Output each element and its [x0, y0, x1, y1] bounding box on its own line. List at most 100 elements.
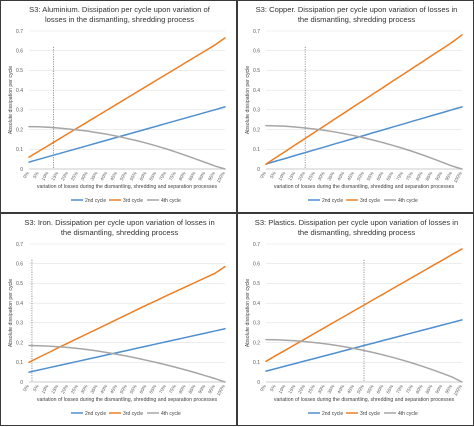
x-tick-label: 95%	[444, 171, 453, 181]
x-tick-label: 15%	[50, 171, 59, 181]
x-tick-label: 25%	[70, 384, 79, 394]
x-tick-label: 25%	[307, 171, 316, 181]
x-axis-title: variation of losses during the dismantli…	[37, 184, 218, 190]
y-tick-label: 0.5	[16, 281, 23, 287]
x-tick-label: 0%	[259, 171, 267, 179]
x-axis-title: variation of losses during the dismantli…	[274, 184, 455, 190]
y-axis-title: Absolute dissipation per cycle	[8, 66, 14, 134]
x-tick-label: 15%	[50, 384, 59, 394]
x-tick-label: 0%	[259, 384, 267, 392]
y-tick-label: 0	[20, 380, 23, 386]
chart-svg-aluminium: 0 0.1 0.2 0.3 0.4 0.5 0.6 0.7 0% 5% 10% 15% 20% 25% 30…	[8, 29, 226, 204]
y-tick-label: 0.7	[16, 242, 23, 248]
x-tick-label: 30%	[317, 171, 326, 181]
x-tick-label: 40%	[99, 171, 108, 181]
x-tick-label: 60%	[139, 171, 148, 181]
x-tick-label: 85%	[188, 384, 197, 394]
y-tick-label: 0.6	[16, 49, 23, 55]
y-tick-label: 0	[20, 167, 23, 173]
series-line-3rd	[265, 34, 463, 165]
x-tick-label: 50%	[356, 384, 365, 394]
y-tick-label: 0.1	[253, 360, 260, 366]
x-tick-label: 45%	[109, 384, 118, 394]
x-tick-label: 65%	[385, 384, 394, 394]
x-tick-label: 5%	[269, 171, 277, 179]
y-tick-label: 0.5	[16, 68, 23, 74]
x-tick-label: 65%	[385, 171, 394, 181]
x-tick-label: 5%	[269, 384, 277, 392]
y-tick-label: 0.3	[253, 108, 260, 114]
x-tick-label: 25%	[307, 384, 316, 394]
y-tick-label: 0.3	[16, 321, 23, 327]
x-tick-label: 90%	[197, 171, 206, 181]
series-line-2nd	[28, 328, 226, 373]
series-line-3rd	[28, 265, 226, 364]
x-tick-label: 100%	[453, 384, 463, 397]
chart-panel-iron: S3: Iron. Dissipation per cycle upon var…	[0, 213, 237, 426]
chart-panel-copper: S3: Copper. Dissipation per cycle upon v…	[237, 0, 474, 213]
chart-svg-copper: 0 0.1 0.2 0.3 0.4 0.5 0.6 0.7 0% 5% 10% 15% 20% 25% 30…	[245, 29, 463, 204]
y-tick-label: 0.2	[16, 340, 23, 346]
y-tick-label: 0.1	[16, 147, 23, 153]
y-tick-label: 0.1	[16, 360, 23, 366]
x-tick-label: 80%	[178, 384, 187, 394]
legend-label-4th: 4th cycle	[398, 198, 418, 204]
x-tick-label: 65%	[148, 171, 157, 181]
x-tick-label: 10%	[41, 171, 50, 181]
series-line-2nd	[265, 106, 463, 165]
x-tick-label: 60%	[376, 384, 385, 394]
x-tick-label: 75%	[405, 171, 414, 181]
x-tick-label: 0%	[22, 171, 30, 179]
x-tick-label: 75%	[405, 384, 414, 394]
y-tick-label: 0.5	[253, 68, 260, 74]
y-tick-label: 0.7	[253, 29, 260, 35]
x-tick-label: 70%	[395, 171, 404, 181]
x-tick-label: 65%	[148, 384, 157, 394]
x-tick-label: 50%	[356, 171, 365, 181]
y-tick-label: 0.4	[16, 301, 23, 307]
y-tick-label: 0	[257, 167, 260, 173]
y-tick-label: 0.3	[16, 108, 23, 114]
y-tick-label: 0.1	[253, 147, 260, 153]
y-tick-label: 0.7	[16, 29, 23, 35]
chart-panel-aluminium: S3: Aluminium. Dissipation per cycle upo…	[0, 0, 237, 213]
legend-label-3rd: 3rd cycle	[360, 411, 380, 417]
x-tick-label: 55%	[129, 171, 138, 181]
x-tick-label: 30%	[317, 384, 326, 394]
x-tick-label: 70%	[158, 384, 167, 394]
y-axis-title: Absolute dissipation per cycle	[245, 66, 251, 134]
legend-label-4th: 4th cycle	[398, 411, 418, 417]
series-line-2nd	[28, 106, 226, 163]
chart-title: S3: Aluminium. Dissipation per cycle upo…	[29, 5, 210, 24]
x-tick-label: 5%	[32, 384, 40, 392]
y-tick-label: 0.2	[253, 127, 260, 133]
y-tick-label: 0.4	[253, 301, 260, 307]
x-axis-title: variation of losses during the dismantli…	[274, 397, 455, 403]
y-tick-label: 0.5	[253, 281, 260, 287]
legend-label-3rd: 3rd cycle	[123, 198, 143, 204]
x-tick-label: 90%	[434, 384, 443, 394]
legend-label-2nd: 2nd cycle	[322, 198, 343, 204]
x-axis-title: variation of losses during the dismantli…	[37, 397, 218, 403]
x-tick-label: 45%	[346, 384, 355, 394]
x-tick-label: 20%	[297, 171, 306, 181]
x-tick-label: 15%	[287, 171, 296, 181]
chart-panel-plastics: S3: Plastics. Dissipation per cycle upon…	[237, 213, 474, 426]
legend-label-4th: 4th cycle	[161, 198, 181, 204]
y-tick-label: 0.6	[253, 262, 260, 268]
chart-title: S3: Copper. Dissipation per cycle upon v…	[255, 5, 458, 24]
x-tick-label: 100%	[216, 384, 226, 397]
x-tick-label: 50%	[119, 384, 128, 394]
y-axis-title: Absolute dissipation per cycle	[8, 279, 14, 347]
x-tick-label: 15%	[287, 384, 296, 394]
x-tick-label: 80%	[178, 171, 187, 181]
x-tick-label: 45%	[109, 171, 118, 181]
x-tick-label: 95%	[207, 384, 216, 394]
y-axis-title: Absolute dissipation per cycle	[245, 279, 251, 347]
series-line-3rd	[28, 37, 226, 158]
legend-label-2nd: 2nd cycle	[85, 411, 106, 417]
x-tick-label: 35%	[90, 384, 99, 394]
y-tick-label: 0.4	[16, 88, 23, 94]
x-tick-label: 55%	[129, 384, 138, 394]
x-tick-label: 85%	[425, 384, 434, 394]
